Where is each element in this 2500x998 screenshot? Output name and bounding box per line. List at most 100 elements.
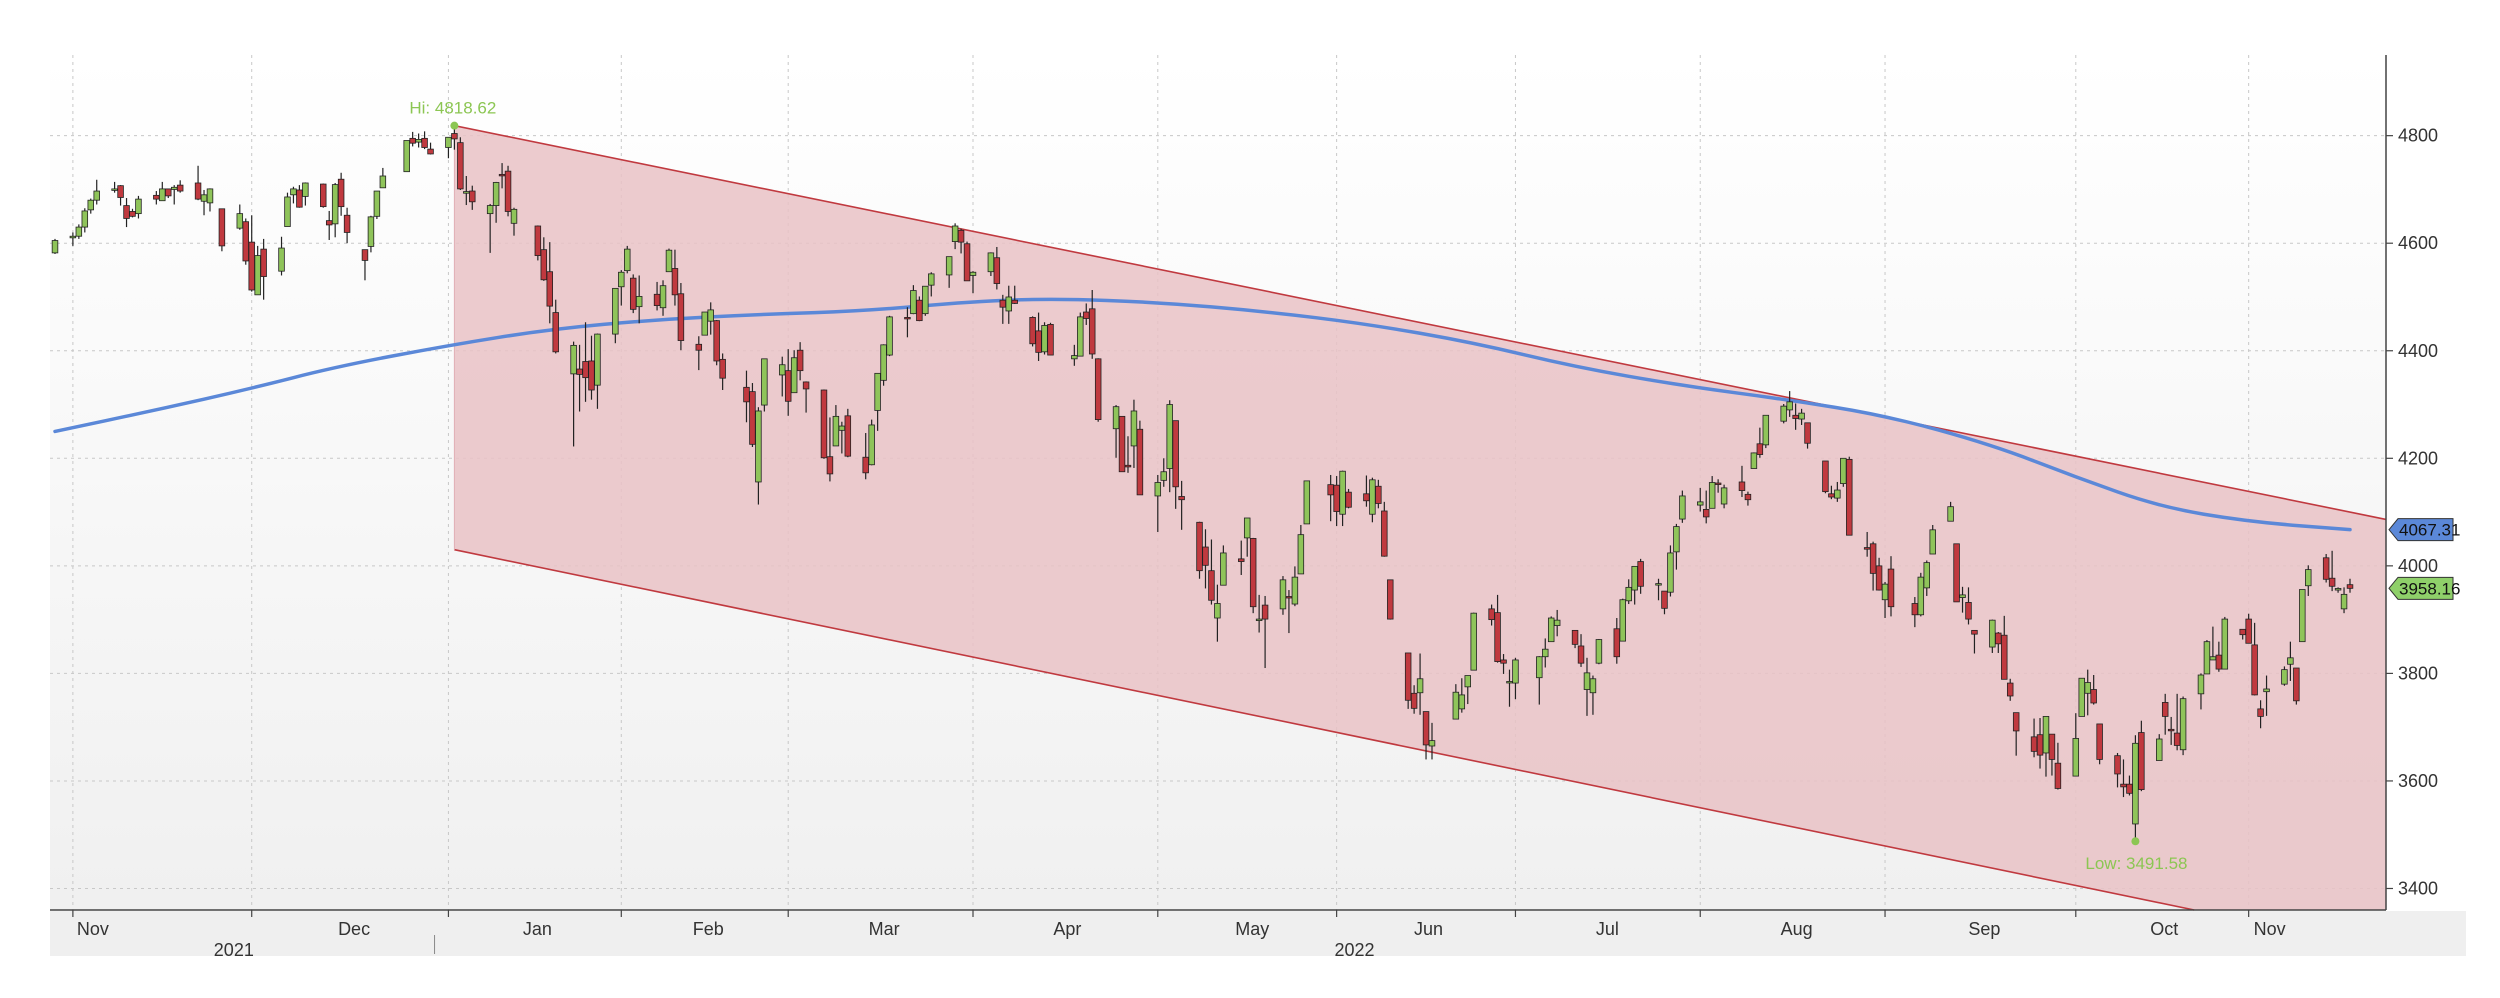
- candle-body: [916, 299, 923, 322]
- candle-body: [1077, 316, 1084, 357]
- candle-down: [242, 218, 249, 265]
- candle-body: [81, 210, 89, 228]
- candle-body: [2305, 569, 2312, 587]
- candle-up: [2132, 735, 2139, 840]
- candle-body: [1047, 324, 1054, 356]
- candle-body: [671, 268, 679, 296]
- high-annotation: Hi: 4818.62: [409, 99, 496, 118]
- candle-body: [165, 188, 172, 197]
- candle-body: [1369, 479, 1376, 515]
- candle-down: [1029, 316, 1036, 347]
- candle-down: [1422, 711, 1430, 760]
- candle-body: [320, 183, 327, 208]
- candle-up: [1667, 545, 1674, 597]
- candle-down: [1178, 480, 1185, 530]
- candle-body: [1589, 678, 1597, 694]
- candle-down: [1124, 436, 1132, 473]
- candle-up: [510, 207, 518, 236]
- candle-body: [492, 182, 500, 206]
- candle-up: [1553, 609, 1561, 637]
- candle-body: [2090, 689, 2097, 704]
- candle-body: [1208, 570, 1215, 601]
- candle-body: [1661, 590, 1668, 609]
- candle-up: [945, 256, 953, 288]
- candle-body: [1416, 678, 1424, 694]
- candle-body: [1005, 296, 1012, 312]
- candle-body: [1708, 482, 1716, 509]
- low-marker: [2131, 837, 2140, 846]
- candle-body: [2114, 755, 2121, 775]
- candle-body: [1410, 692, 1418, 709]
- candle-body: [1494, 612, 1501, 662]
- candle-up: [1536, 656, 1543, 705]
- candle-up: [570, 341, 577, 447]
- x-tick-label: Jan: [523, 919, 552, 939]
- candles: [51, 125, 2354, 840]
- y-tick-label: 4600: [2398, 233, 2438, 253]
- candle-up: [1947, 501, 1954, 522]
- candle-up: [665, 248, 673, 273]
- candle-up: [1542, 638, 1549, 668]
- candle-up: [761, 358, 768, 412]
- candle-down: [719, 353, 726, 391]
- candle-body: [1756, 443, 1764, 455]
- candle-body: [2281, 669, 2288, 685]
- candle-body: [1160, 471, 1167, 481]
- candle-up: [1780, 403, 1787, 424]
- candle-body: [206, 188, 214, 204]
- candle-body: [987, 252, 995, 273]
- candle-body: [1762, 414, 1770, 446]
- candle-up: [2084, 669, 2091, 716]
- candle-body: [1035, 330, 1042, 353]
- candle-body: [1822, 460, 1829, 493]
- candle-body: [135, 198, 142, 215]
- candle-down: [1887, 556, 1895, 617]
- candle-up: [1458, 678, 1466, 713]
- candle-body: [1655, 583, 1662, 586]
- candle-body: [1094, 358, 1102, 420]
- candle-body: [1804, 422, 1811, 444]
- candle-down: [957, 228, 965, 254]
- candle-down: [1238, 540, 1245, 575]
- candle-body: [2239, 628, 2246, 636]
- candle-down: [695, 336, 703, 371]
- high-marker: [450, 121, 459, 130]
- candle-up: [2334, 587, 2342, 593]
- candle-body: [904, 317, 911, 320]
- candle-body: [874, 372, 881, 411]
- candle-up: [2203, 640, 2211, 675]
- candle-up: [2299, 589, 2306, 643]
- candle-up: [1243, 517, 1251, 557]
- candle-body: [1911, 603, 1919, 616]
- candle-body: [194, 182, 202, 200]
- candle-body: [796, 349, 804, 372]
- candle-body: [1118, 415, 1126, 473]
- candle-body: [421, 137, 428, 148]
- candle-up: [922, 285, 929, 316]
- candle-body: [1011, 299, 1018, 304]
- candle-down: [1208, 539, 1215, 605]
- candle-body: [534, 225, 542, 256]
- candle-up: [2078, 677, 2085, 717]
- candle-up: [1589, 675, 1597, 715]
- candle-up: [1297, 524, 1305, 575]
- candle-down: [361, 249, 369, 281]
- candle-body: [200, 194, 208, 202]
- candle-body: [469, 190, 476, 203]
- candle-body: [290, 188, 297, 196]
- candle-down: [421, 131, 428, 150]
- candle-body: [510, 208, 518, 224]
- candle-body: [111, 188, 118, 191]
- candle-body: [2030, 736, 2038, 752]
- candle-up: [69, 232, 77, 246]
- candle-body: [1154, 482, 1162, 497]
- candle-body: [260, 248, 267, 277]
- candle-body: [457, 142, 464, 190]
- candle-down: [1875, 557, 1883, 591]
- candle-body: [1428, 740, 1436, 747]
- candle-body: [170, 186, 178, 190]
- candle-up: [1005, 285, 1012, 324]
- candle-up: [701, 311, 708, 336]
- candle-up: [832, 405, 840, 447]
- candle-body: [1112, 406, 1120, 430]
